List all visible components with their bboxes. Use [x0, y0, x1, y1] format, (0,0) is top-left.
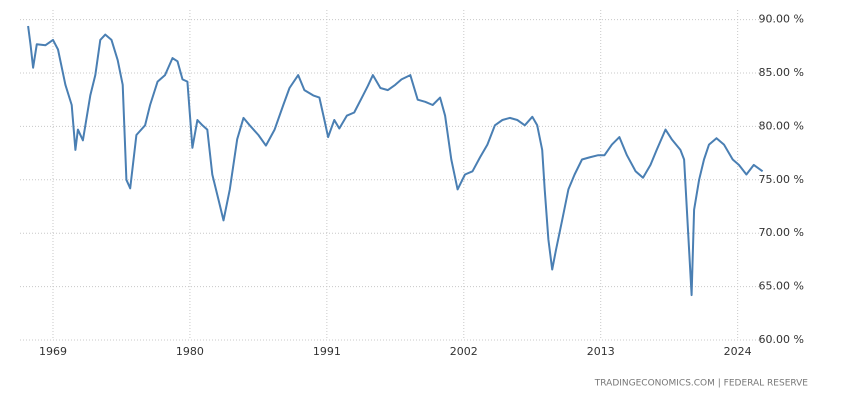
x-tick-label: 1980: [176, 345, 204, 358]
source-note: TRADINGECONOMICS.COM | FEDERAL RESERVE: [594, 379, 809, 389]
y-tick-label: 85.00 %: [759, 66, 804, 79]
y-tick-label: 65.00 %: [759, 280, 804, 293]
y-tick-label: 90.00 %: [759, 13, 804, 26]
x-tick-label: 1991: [313, 345, 341, 358]
x-tick-label: 2002: [450, 345, 478, 358]
x-tick-label: 2024: [724, 345, 752, 358]
y-tick-label: 75.00 %: [759, 173, 804, 186]
x-tick-label: 1969: [39, 345, 67, 358]
y-tick-label: 80.00 %: [759, 119, 804, 132]
data-line: [27, 25, 764, 297]
y-tick-label: 60.00 %: [759, 333, 804, 346]
x-tick-label: 2013: [587, 345, 615, 358]
y-tick-label: 70.00 %: [759, 226, 804, 239]
